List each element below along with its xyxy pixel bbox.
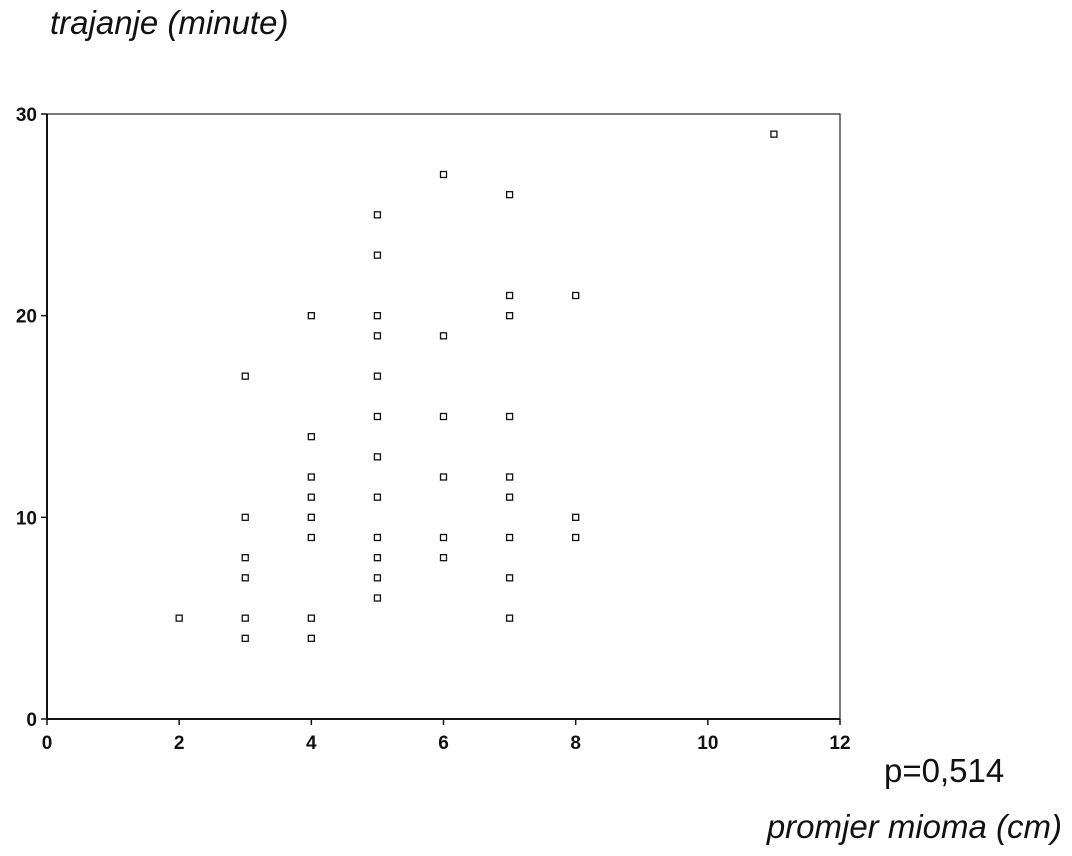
scatter-point [307, 634, 315, 642]
scatter-point [572, 533, 580, 542]
scatter-point [439, 533, 448, 542]
scatter-point [505, 533, 514, 542]
scatter-point [373, 554, 382, 562]
scatter-point [373, 251, 382, 259]
y-tick-label: 20 [16, 307, 37, 328]
plot-frame [46, 113, 841, 720]
x-tick-label: 0 [42, 733, 53, 754]
scatter-point [572, 513, 580, 521]
scatter-point [307, 513, 315, 521]
scatter-point [373, 211, 382, 219]
scatter-point [307, 312, 315, 320]
scatter-point [241, 574, 249, 582]
scatter-point [439, 473, 448, 481]
scatter-point [373, 574, 382, 582]
x-axis-label: promjer mioma (cm) [766, 808, 1062, 845]
scatter-point [770, 130, 778, 138]
scatter-point [175, 614, 183, 622]
scatter-point [373, 533, 382, 542]
scatter-point [241, 614, 249, 622]
scatter-point [373, 412, 382, 421]
scatter-point [241, 372, 249, 380]
scatter-point [241, 554, 249, 562]
scatter-point [505, 574, 514, 582]
scatter-point [505, 493, 514, 501]
scatter-point [439, 170, 448, 179]
scatter-point [439, 412, 448, 421]
scatter-point [373, 372, 382, 380]
scatter-point [307, 493, 315, 501]
x-tick-label: 10 [697, 733, 718, 754]
scatter-point [373, 332, 382, 340]
y-axis-label: trajanje (minute) [50, 4, 289, 41]
y-tick-label: 0 [26, 710, 37, 731]
x-tick-label: 6 [438, 733, 449, 754]
scatter-point [439, 332, 448, 340]
p-value-annotation: p=0,514 [884, 752, 1005, 789]
y-tick-label: 10 [16, 508, 37, 529]
scatter-point [373, 493, 382, 501]
x-tick-label: 2 [174, 733, 185, 754]
x-tick-label: 12 [829, 733, 850, 754]
scatter-point [373, 312, 382, 320]
x-tick-label: 4 [306, 733, 317, 754]
scatter-point [307, 473, 315, 481]
scatter-point [505, 614, 514, 622]
scatter-point [373, 594, 382, 602]
scatter-point [505, 412, 514, 421]
scatter-point [373, 453, 382, 461]
scatter-point [307, 433, 315, 441]
scatter-point [439, 554, 448, 562]
scatter-point [572, 291, 580, 300]
scatter-point [505, 191, 514, 199]
scatter-point [505, 291, 514, 300]
x-tick-label: 8 [570, 733, 581, 754]
y-tick-label: 30 [16, 105, 37, 126]
scatter-point [241, 634, 249, 642]
scatter-point [241, 513, 249, 521]
scatter-point [307, 614, 315, 622]
scatter-point [307, 533, 315, 542]
scatter-point [505, 312, 514, 320]
scatter-point [505, 473, 514, 481]
